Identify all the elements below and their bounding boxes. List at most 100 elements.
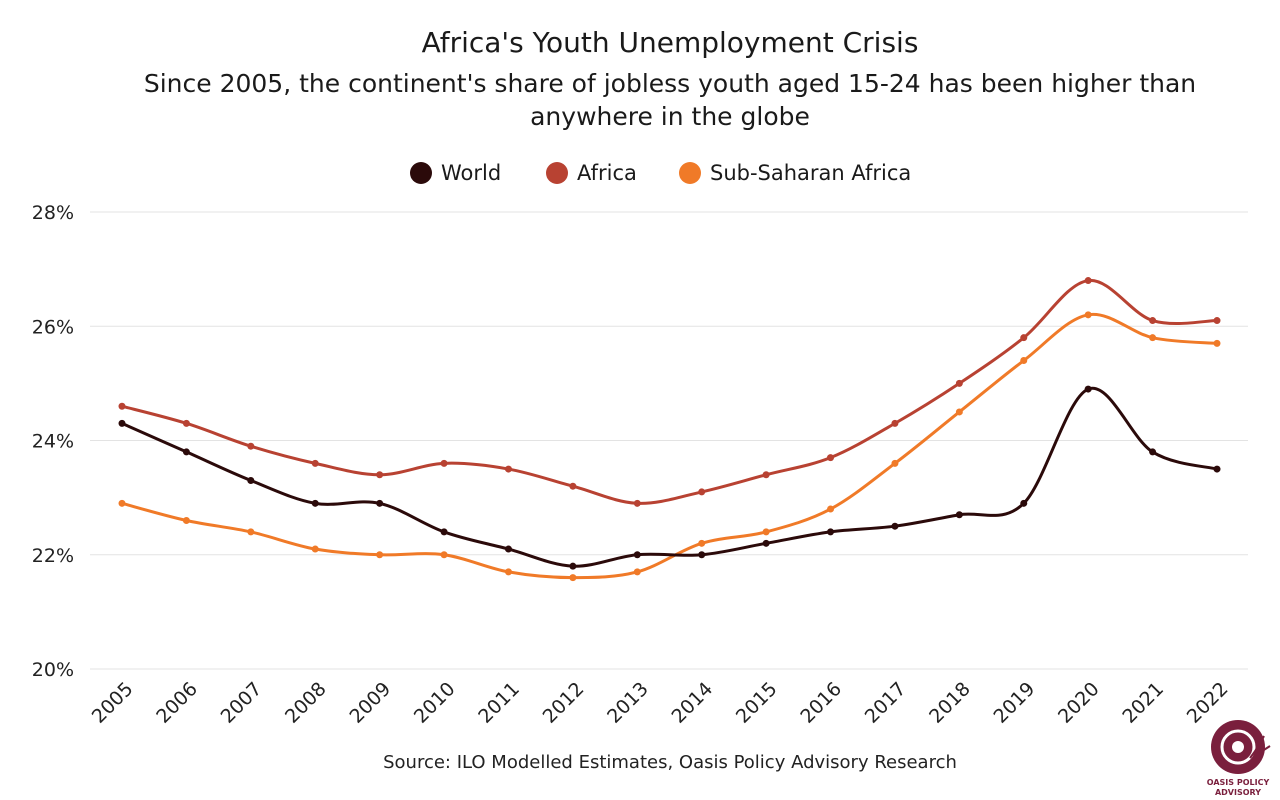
data-point-sub-saharan-africa [182, 516, 190, 524]
x-tick-label: 2022 [1183, 678, 1233, 728]
data-point-africa [311, 459, 319, 467]
x-tick-label: 2016 [796, 678, 846, 728]
data-point-africa [891, 419, 899, 427]
x-tick-label: 2009 [345, 678, 395, 728]
x-tick-label: 2020 [1054, 678, 1104, 728]
data-point-sub-saharan-africa [440, 551, 448, 559]
y-tick-label: 20% [32, 659, 74, 681]
data-point-world [569, 562, 577, 570]
data-point-world [698, 551, 706, 559]
x-tick-label: 2006 [152, 678, 202, 728]
data-point-world [1020, 499, 1028, 507]
data-point-africa [1149, 317, 1157, 325]
chart-title: Africa's Youth Unemployment Crisis [422, 26, 919, 59]
data-point-sub-saharan-africa [247, 528, 255, 536]
series [118, 277, 1221, 582]
logo-ring [1220, 729, 1256, 765]
data-point-world [1213, 465, 1221, 473]
data-point-sub-saharan-africa [955, 408, 963, 416]
data-point-world [182, 448, 190, 456]
data-point-africa [1213, 317, 1221, 325]
logo-text-line-2: ADVISORY [1215, 788, 1261, 797]
data-point-world [247, 476, 255, 484]
data-point-sub-saharan-africa [118, 499, 126, 507]
data-point-world [440, 528, 448, 536]
data-point-sub-saharan-africa [1213, 339, 1221, 347]
data-point-sub-saharan-africa [569, 574, 577, 582]
legend-label-world: World [441, 161, 501, 185]
data-point-sub-saharan-africa [376, 551, 384, 559]
data-point-world [1084, 385, 1092, 393]
x-tick-label: 2008 [281, 678, 331, 728]
data-point-sub-saharan-africa [311, 545, 319, 553]
legend: World Africa Sub-Saharan Africa [410, 161, 911, 185]
data-point-world [1149, 448, 1157, 456]
x-tick-label: 2011 [474, 678, 524, 728]
x-tick-label: 2010 [410, 678, 460, 728]
data-point-world [504, 545, 512, 553]
x-tick-label: 2019 [990, 678, 1040, 728]
series-line-world [121, 386, 1218, 568]
data-point-africa [247, 442, 255, 450]
x-tick-label: 2015 [732, 678, 782, 728]
y-tick-label: 22% [32, 545, 74, 567]
data-point-sub-saharan-africa [827, 505, 835, 513]
palm-icon [1249, 735, 1271, 759]
x-tick-label: 2018 [925, 678, 975, 728]
data-point-world [311, 499, 319, 507]
data-point-sub-saharan-africa [1084, 311, 1092, 319]
data-point-sub-saharan-africa [762, 528, 770, 536]
data-point-africa [182, 419, 190, 427]
legend-label-sub-saharan-africa: Sub-Saharan Africa [710, 161, 911, 185]
data-point-world [827, 528, 835, 536]
data-point-world [376, 499, 384, 507]
data-point-sub-saharan-africa [698, 539, 706, 547]
source-note: Source: ILO Modelled Estimates, Oasis Po… [383, 752, 957, 773]
data-point-sub-saharan-africa [891, 459, 899, 467]
data-point-africa [955, 379, 963, 387]
data-point-world [955, 511, 963, 519]
legend-marker-world [410, 162, 432, 184]
x-tick-label: 2005 [88, 678, 138, 728]
data-point-africa [118, 402, 126, 410]
y-tick-label: 28% [32, 202, 74, 224]
x-tick-label: 2012 [539, 678, 589, 728]
data-point-sub-saharan-africa [633, 568, 641, 576]
data-point-sub-saharan-africa [1020, 357, 1028, 365]
data-point-africa [827, 454, 835, 462]
data-point-world [118, 419, 126, 427]
x-tick-label: 2013 [603, 678, 653, 728]
data-point-africa [569, 482, 577, 490]
data-point-sub-saharan-africa [1149, 334, 1157, 342]
y-tick-label: 24% [32, 431, 74, 453]
logo-dot [1232, 741, 1244, 753]
data-point-africa [762, 471, 770, 479]
data-point-world [762, 539, 770, 547]
y-axis-ticks: 20% 22% 24% 26% 28% [32, 202, 74, 681]
data-point-africa [1020, 334, 1028, 342]
data-point-world [891, 522, 899, 530]
logo-text-line-1: OASIS POLICY [1207, 778, 1270, 787]
oasis-policy-advisory-logo: OASIS POLICY ADVISORY [1207, 720, 1271, 797]
data-point-africa [698, 488, 706, 496]
data-point-sub-saharan-africa [504, 568, 512, 576]
data-point-africa [504, 465, 512, 473]
chart-subtitle-line-2: anywhere in the globe [530, 102, 810, 131]
x-tick-label: 2007 [217, 678, 267, 728]
x-axis-ticks: 2005 2006 2007 2008 2009 2010 2011 2012 2013 2014… [88, 678, 1233, 728]
data-point-africa [440, 459, 448, 467]
gridlines [90, 211, 1248, 670]
data-point-africa [1084, 277, 1092, 285]
data-point-africa [376, 471, 384, 479]
y-tick-label: 26% [32, 316, 74, 338]
data-point-africa [633, 499, 641, 507]
data-point-world [633, 551, 641, 559]
x-tick-label: 2021 [1118, 678, 1168, 728]
chart-subtitle-line-1: Since 2005, the continent's share of job… [144, 69, 1196, 98]
series-line-africa [121, 279, 1218, 505]
x-tick-label: 2017 [861, 678, 911, 728]
x-tick-label: 2014 [667, 678, 717, 728]
legend-label-africa: Africa [577, 161, 637, 185]
legend-marker-africa [546, 162, 568, 184]
